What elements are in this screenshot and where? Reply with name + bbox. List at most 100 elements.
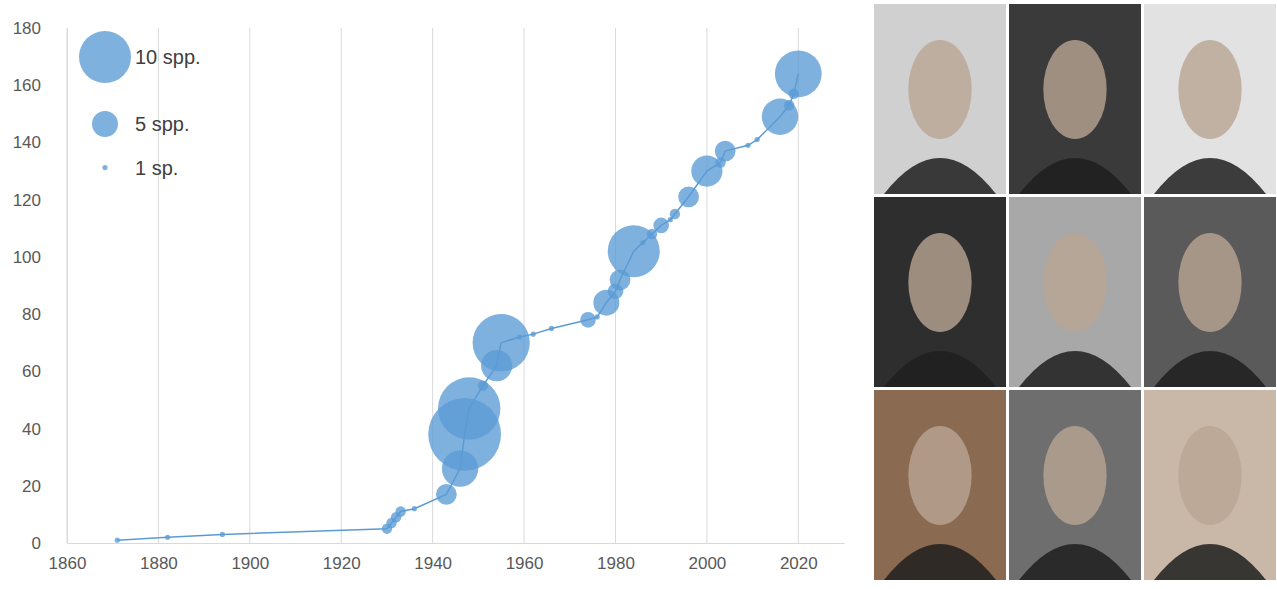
- tick: 20: [22, 477, 67, 496]
- legend: 10 spp.5 spp.1 sp.: [79, 31, 201, 179]
- photo-face: [908, 40, 971, 139]
- photo: [1009, 390, 1141, 580]
- tick-label: 1960: [506, 554, 544, 573]
- tick-label: 1920: [323, 554, 361, 573]
- chart: 1860 1880 1900 1920 1940 1960 1980 2000 2020 0 20 4…: [0, 0, 1277, 589]
- tick: 1980: [597, 543, 635, 573]
- tick: 180: [13, 19, 67, 38]
- bubble: [549, 326, 554, 331]
- tick: 40: [22, 419, 67, 438]
- tick-label: 1900: [231, 554, 269, 573]
- bubble: [395, 506, 405, 516]
- tick: 1940: [414, 543, 452, 573]
- tick-label: 1860: [49, 554, 87, 573]
- bubble: [115, 538, 120, 543]
- photo-shoulders: [1154, 158, 1266, 194]
- tick-label: 20: [22, 477, 41, 496]
- tick-label: 60: [22, 362, 41, 381]
- photo-face: [1178, 426, 1241, 525]
- bubble: [517, 334, 522, 339]
- tick: 140: [13, 133, 67, 152]
- photo: [1144, 4, 1276, 194]
- grid-line: [249, 28, 250, 543]
- tick-label: 80: [22, 305, 41, 324]
- tick-label: 1980: [597, 554, 635, 573]
- grid: [67, 28, 798, 543]
- photo-shoulders: [1019, 544, 1131, 580]
- tick: 120: [13, 191, 67, 210]
- photo-shoulders: [1154, 544, 1266, 580]
- tick-label: 2000: [688, 554, 726, 573]
- axis-line: [68, 543, 845, 544]
- photo-face: [1043, 40, 1106, 139]
- tick-label: 1940: [414, 554, 452, 573]
- bubble: [595, 314, 600, 319]
- tick: 60: [22, 362, 67, 381]
- tick: 80: [22, 305, 67, 324]
- photo-shoulders: [884, 158, 996, 194]
- grid-line: [341, 28, 342, 543]
- photo: [1144, 197, 1276, 387]
- grid-line: [524, 28, 525, 543]
- legend-label: 10 spp.: [135, 46, 201, 68]
- grid-line: [67, 28, 68, 543]
- bubble: [412, 506, 417, 511]
- bubble: [678, 186, 699, 207]
- photo-face: [1043, 233, 1106, 332]
- bubble: [580, 312, 596, 328]
- photo-shoulders: [1154, 351, 1266, 387]
- bubble: [473, 314, 530, 371]
- bubble: [640, 240, 645, 245]
- bubble: [653, 218, 669, 234]
- tick-label: 1880: [140, 554, 178, 573]
- bubble: [478, 380, 488, 390]
- photo: [1009, 4, 1141, 194]
- x-axis: 1860 1880 1900 1920 1940 1960 1980 2000 2020: [49, 543, 845, 573]
- grid-line: [706, 28, 707, 543]
- tick-label: 160: [13, 76, 41, 95]
- photos: [874, 4, 1276, 580]
- photo: [1144, 390, 1276, 580]
- photo-face: [1043, 426, 1106, 525]
- photo-shoulders: [1019, 158, 1131, 194]
- photo-shoulders: [884, 544, 996, 580]
- grid-line: [798, 28, 799, 543]
- bubble: [165, 535, 170, 540]
- bubble: [775, 50, 822, 97]
- tick: 1860: [49, 543, 87, 573]
- grid-line: [432, 28, 433, 543]
- series-line: [117, 74, 798, 540]
- bubble: [438, 377, 500, 439]
- grid-line: [158, 28, 159, 543]
- axis-line: [67, 29, 68, 544]
- photo-face: [1178, 40, 1241, 139]
- bubble: [531, 332, 536, 337]
- photo-shoulders: [1019, 351, 1131, 387]
- tick: 160: [13, 76, 67, 95]
- photo-face: [1178, 233, 1241, 332]
- photo: [874, 197, 1006, 387]
- tick: 100: [13, 248, 67, 267]
- legend-label: 1 sp.: [135, 157, 178, 179]
- legend-bubble: [92, 111, 118, 137]
- tick: 1920: [323, 543, 361, 573]
- photo-face: [908, 233, 971, 332]
- bubble: [784, 100, 794, 110]
- photo-face: [908, 426, 971, 525]
- bubble: [220, 532, 225, 537]
- bubble: [670, 209, 680, 219]
- bubble: [608, 225, 660, 277]
- tick: 0: [32, 534, 67, 553]
- legend-bubble: [79, 31, 131, 83]
- tick: 1900: [231, 543, 269, 573]
- marks: [115, 50, 822, 542]
- tick-label: 100: [13, 248, 41, 267]
- tick-label: 2020: [780, 554, 818, 573]
- tick-label: 180: [13, 19, 41, 38]
- bubble: [715, 141, 736, 162]
- photo-shoulders: [884, 351, 996, 387]
- tick-label: 120: [13, 191, 41, 210]
- bubble: [436, 484, 457, 505]
- photo: [1009, 197, 1141, 387]
- tick: 2020: [780, 543, 818, 573]
